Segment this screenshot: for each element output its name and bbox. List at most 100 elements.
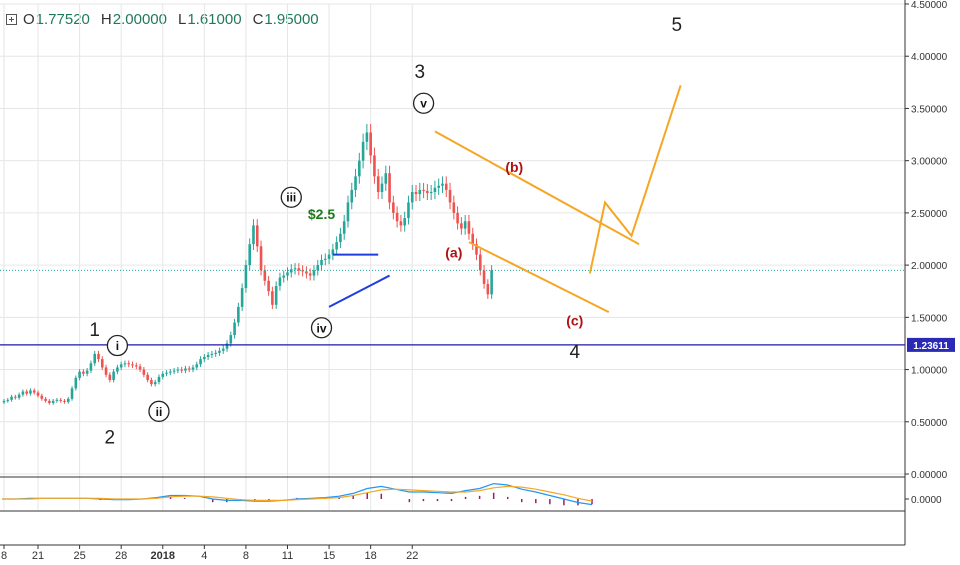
candle-body: [365, 132, 369, 142]
candle-body: [274, 286, 278, 305]
x-tick-label: 28: [115, 550, 127, 562]
candle-body: [191, 367, 195, 370]
candle-body: [267, 280, 270, 292]
candle-body: [244, 265, 248, 289]
candle-body: [301, 270, 304, 272]
wave-label: 4: [569, 342, 580, 363]
candle-body: [150, 380, 153, 385]
candle-body: [252, 225, 255, 245]
candle-body: [210, 353, 214, 355]
candle-body: [286, 272, 289, 276]
candle-body: [165, 372, 168, 374]
candle-body: [255, 225, 259, 247]
candle-body: [320, 259, 323, 266]
candle-body: [467, 221, 471, 234]
candle-body: [384, 173, 388, 184]
candle-body: [407, 202, 410, 219]
candle-body: [157, 376, 161, 383]
collapse-toggle-icon[interactable]: [6, 14, 17, 25]
candle-body: [93, 353, 97, 364]
candle-body: [2, 400, 6, 403]
candle-body: [237, 306, 240, 323]
wave-label: iii: [286, 191, 296, 205]
wave-drawings: [328, 85, 682, 314]
candle-body: [282, 275, 286, 278]
candle-body: [187, 368, 191, 370]
candle-body: [172, 370, 176, 372]
candle-body: [104, 367, 108, 375]
candle-body: [460, 223, 463, 229]
y-tick-label: 1.00000: [911, 366, 948, 377]
candle-body: [350, 189, 354, 203]
close-key: C: [252, 11, 264, 28]
candle-body: [331, 249, 335, 255]
candle-body: [463, 221, 467, 229]
candle-body: [6, 399, 10, 401]
candle-body: [44, 398, 47, 401]
x-tick-label: 11: [282, 550, 293, 562]
wave-label-circle: [412, 92, 435, 114]
wave-label-circle: [148, 400, 170, 422]
wave-label: (a): [445, 245, 462, 261]
candle-body: [184, 368, 187, 371]
candle-body: [63, 400, 66, 402]
candle-body: [218, 350, 221, 353]
wave-label-circle: [106, 334, 129, 357]
support-level-tag: [907, 337, 955, 352]
support-level-label: 1.23611: [913, 341, 949, 352]
candle-body: [138, 366, 142, 370]
candle-body: [482, 270, 486, 284]
candle-body: [452, 202, 456, 213]
candle-body: [25, 391, 28, 394]
candle-body: [85, 370, 89, 374]
candle-body: [308, 273, 312, 276]
candle-body: [403, 218, 406, 226]
wave-label: 3: [415, 62, 426, 83]
candle-body: [475, 244, 478, 255]
candle-body: [361, 141, 365, 161]
candle-body: [123, 363, 127, 365]
triangle-lower-line: [328, 274, 391, 308]
candle-body: [388, 173, 391, 203]
candle-body: [373, 155, 376, 177]
candle-body: [392, 202, 395, 213]
candle-body: [395, 212, 399, 222]
wave-label: (b): [505, 159, 523, 175]
candle-body: [214, 352, 217, 354]
candle-body: [444, 183, 448, 190]
candle-body: [55, 399, 59, 401]
wave-label: ii: [156, 405, 163, 419]
x-tick-label: 25: [73, 550, 85, 562]
candles: [2, 123, 493, 405]
x-tick-label: 15: [323, 550, 335, 562]
open-key: O: [23, 11, 35, 28]
candle-body: [74, 377, 78, 389]
close-value: 1.95000: [264, 11, 319, 28]
macd-panel: [2, 482, 593, 506]
candle-body: [289, 269, 293, 273]
candle-body: [448, 189, 452, 203]
candle-body: [478, 254, 482, 271]
candle-body: [161, 373, 165, 377]
candle-body: [399, 221, 403, 226]
candle-body: [89, 363, 93, 371]
y-tick-label: 4.00000: [911, 52, 948, 63]
candle-body: [471, 233, 475, 245]
candle-body: [346, 202, 350, 222]
macd-tick-label: 0.0000: [911, 495, 942, 506]
wave-label-circle: [310, 317, 333, 339]
channel-lower-line: [468, 241, 610, 314]
low-value: 1.61000: [187, 11, 242, 28]
candle-body: [169, 371, 172, 373]
candle-body: [380, 183, 384, 192]
candle-body: [418, 189, 422, 195]
candle-body: [119, 364, 123, 368]
candle-body: [70, 388, 74, 399]
candle-body: [17, 394, 21, 398]
candle-body: [180, 369, 183, 371]
candle-body: [32, 390, 36, 393]
candle-body: [78, 371, 81, 378]
candle-body: [429, 192, 433, 194]
y-tick-label: 3.00000: [911, 157, 948, 168]
